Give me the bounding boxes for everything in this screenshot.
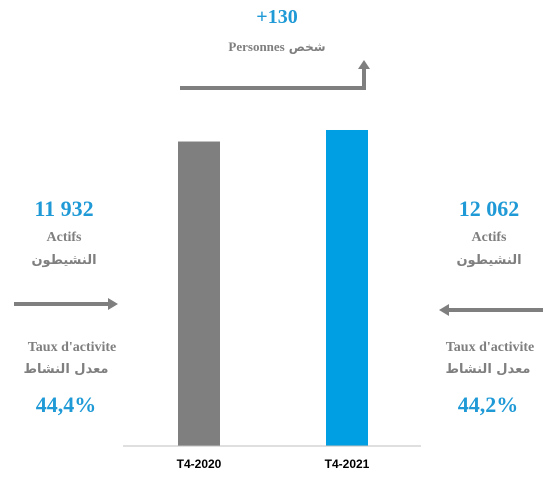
left-rate-label-fr: Taux d'activite <box>27 340 117 355</box>
left-arrow-head <box>108 298 118 310</box>
left-rate-label-ar: معدل النشاط <box>23 362 109 377</box>
right-arrow-head <box>439 304 449 316</box>
right-label-ar: النشيطون <box>456 253 522 268</box>
right-rate-label-fr: Taux d'activite <box>445 340 535 355</box>
right-label-fr: Actifs <box>471 230 507 245</box>
left-rate-value: 44,4% <box>35 392 97 417</box>
growth-arrow <box>180 68 366 90</box>
right-rate-value: 44,2% <box>457 392 519 417</box>
delta-value: +130 <box>256 6 298 28</box>
bar-t4-2021 <box>326 129 368 446</box>
right-value: 12 062 <box>458 196 520 221</box>
x-tick-label: T4-2020 <box>177 457 222 471</box>
growth-arrow-head <box>358 60 370 69</box>
left-value: 11 932 <box>34 196 94 221</box>
x-tick-label: T4-2021 <box>325 457 370 471</box>
right-rate-label-ar: معدل النشاط <box>445 362 531 377</box>
delta-label-fr: Personnes <box>228 39 285 54</box>
left-label-fr: Actifs <box>46 230 82 245</box>
bar-t4-2020 <box>178 141 220 446</box>
delta-label-ar: شخص <box>288 40 326 54</box>
delta-caption: Personnes شخص <box>228 38 325 56</box>
left-label-ar: النشيطون <box>31 253 97 268</box>
